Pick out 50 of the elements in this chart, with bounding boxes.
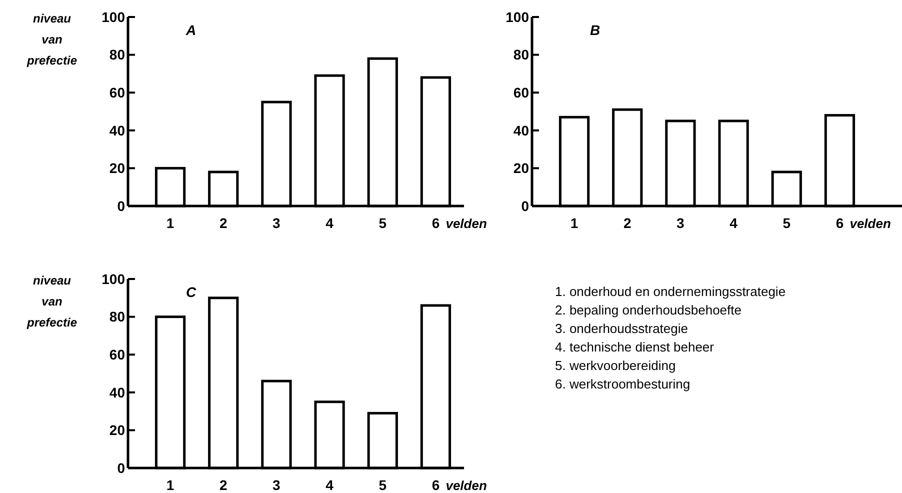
x-tick-label: 3 [272,477,281,493]
x-tick-label: 4 [730,215,738,231]
y-tick-label: 20 [109,422,126,438]
x-tick-label: 5 [378,215,387,231]
y-axis-title: niveau van prefectie [26,12,78,68]
y-tick-label: 40 [109,384,126,400]
text: 1. onderhoud en ondernemingsstrategie [555,284,786,299]
x-tick-label: 2 [623,215,632,231]
y-tick-label: 100 [506,8,530,25]
chart-title: A [185,22,196,38]
x-tick-label: 2 [219,215,228,231]
y-tick-label: 80 [109,308,126,325]
x-tick-label: 1 [166,477,174,493]
y-tick-label: 100 [102,270,126,287]
y-tick-label: 80 [109,46,126,63]
x-tick-label: 5 [782,215,791,231]
y-tick-label: 0 [521,198,530,214]
y-tick-label: 20 [513,160,530,176]
y-tick-label: 100 [102,8,126,25]
y-tick-label: 0 [117,460,126,476]
chart-title: B [590,22,600,38]
y-tick-label: 60 [513,84,530,100]
y-tick-label: 60 [109,346,126,362]
x-tick-label: 1 [570,215,578,231]
y-tick-label: 0 [117,198,126,214]
x-tick-label: 4 [326,215,334,231]
x-tick-label: 3 [272,215,281,231]
x-tick-label: 2 [219,477,228,493]
x-tick-label: 1 [166,215,174,231]
y-tick-label: 60 [109,84,126,100]
chart-title: C [186,284,197,300]
y-axis-title: niveau van prefectie [26,274,78,330]
y-tick-label: 80 [513,46,530,63]
x-axis-title: velden [446,216,487,231]
y-tick-label: 40 [109,122,126,138]
text: 2. bepaling onderhoudsbehoefte [555,302,742,318]
x-tick-label: 3 [676,215,685,231]
x-axis-title: velden [850,216,891,231]
text: 5. werkvoorbereiding [555,358,676,373]
x-tick-label: 6 [432,215,440,231]
y-tick-label: 40 [513,122,530,138]
x-tick-label: 6 [432,477,440,493]
text: 3. onderhoudsstrategie [555,321,688,336]
text: 6. werkstroombesturing [555,376,690,392]
text: 4. technische dienst beheer [555,340,715,354]
x-tick-label: 4 [326,477,334,493]
x-tick-label: 6 [836,215,844,231]
x-tick-label: 5 [378,477,387,493]
y-tick-label: 20 [109,160,126,176]
x-axis-title: velden [446,478,487,493]
